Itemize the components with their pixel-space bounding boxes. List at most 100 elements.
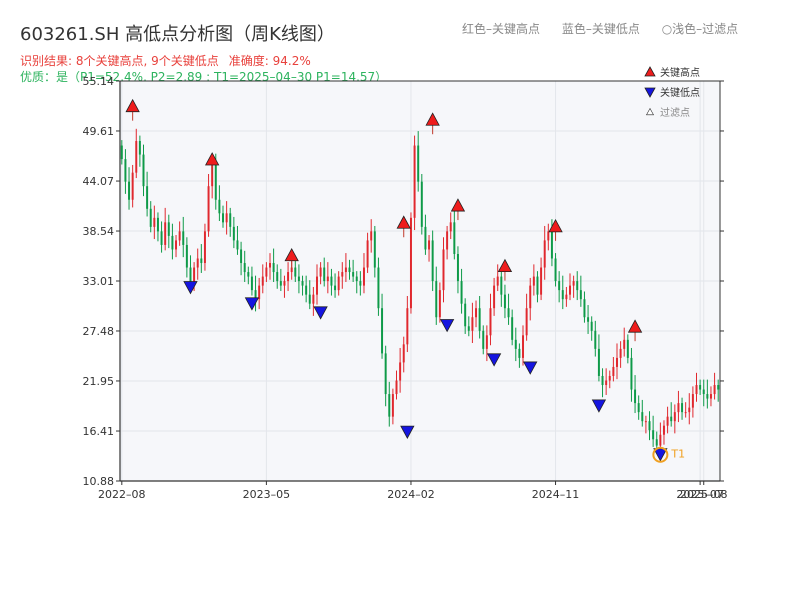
candle-body [193,267,196,286]
candle-body [558,281,561,291]
candle-body [149,208,152,227]
candle-body [142,154,145,187]
candle-body [250,276,253,291]
x-tick-label: 2024–02 [387,488,435,501]
candle-body [608,375,611,381]
legend-key-low-label: 关键低点 [660,86,700,99]
candle-body [287,272,290,282]
candle-body [438,290,441,318]
candle-body [652,430,655,440]
candle-body [200,258,203,264]
candle-body [417,145,420,182]
candle-body [496,276,499,286]
candle-body [626,339,629,358]
key-low-marker [486,353,502,367]
candle-body [572,281,575,286]
candle-body [243,263,246,273]
candle-body [301,281,304,286]
candle-body [670,416,673,422]
candle-body [413,145,416,218]
candle-body [453,222,456,254]
legend-key-filtered-label: 过滤点 [660,106,690,119]
candle-body [511,317,514,340]
candle-body [699,385,702,390]
key-high-marker [396,215,411,229]
legend-text-filtered: ○浅色–过滤点 [661,22,739,36]
candle-body [276,272,279,282]
y-tick-label: 55.14 [83,75,115,88]
candle-body [576,281,579,291]
candle-body [171,235,174,250]
candle-body [167,222,170,236]
y-tick-label: 21.95 [83,375,115,388]
candle-body [290,267,293,273]
candle-body [315,276,318,295]
candle-body [395,380,398,395]
candle-body [406,308,409,345]
candle-body [460,281,463,304]
candle-body [695,385,698,395]
candle-body [269,263,271,268]
candle-body [377,267,380,309]
y-tick-label: 27.48 [83,325,115,338]
candle-body [240,249,243,264]
x-tick-label: 2022–08 [98,488,146,501]
result-summary: 识别结果: 8个关键高点, 9个关键低点 准确度: 94.2% [20,52,311,69]
candle-body [489,308,492,336]
candle-body [203,231,206,264]
candle-body [370,231,373,241]
candle-body [232,226,235,241]
key-high-marker [125,98,140,113]
y-tick-label: 49.61 [83,125,115,138]
candle-body [283,281,286,286]
candle-body [565,294,568,300]
candle-body [428,240,431,250]
candle-body [706,394,709,399]
candle-body [644,421,647,423]
candle-body [294,267,297,277]
candle-body [478,308,481,331]
candle-body [522,335,525,358]
candle-body [326,276,329,282]
candle-body [435,281,438,318]
accuracy-text: 准确度: 94.2% [228,54,311,68]
candle-body [536,276,539,295]
candle-body [355,276,358,282]
candle-body [547,231,550,241]
key-high-marker [425,112,440,126]
candle-body [420,181,423,227]
candle-body [561,290,564,300]
candle-body [605,380,608,386]
candle-body [540,267,543,295]
candle-body [688,407,691,413]
candle-body [218,199,221,214]
candle-body [138,141,141,155]
legend-key-low-marker [644,87,656,98]
candle-body [579,290,582,300]
y-tick-label: 16.41 [83,425,115,438]
candle-body [532,276,535,286]
candle-body [402,344,405,363]
candle-body [366,240,369,268]
x-tick-label: 2025–07 [676,488,724,501]
candle-body [312,294,315,304]
legend-key-high-marker [644,66,656,77]
candle-body [655,439,658,446]
key-low-marker [183,281,198,295]
key-low-marker [400,425,415,439]
candle-body [503,294,506,309]
candle-body [630,357,633,390]
candle-body [612,366,615,376]
candle-body [196,258,199,268]
candle-body [175,240,178,250]
candle-body [225,213,228,223]
candle-body [456,253,459,282]
y-tick-label: 33.01 [83,275,115,288]
y-tick-label: 44.07 [83,175,115,188]
candle-body [623,339,626,349]
candle-body [673,412,676,422]
candle-body [305,285,308,295]
candle-body [308,294,311,304]
candle-body [348,267,351,273]
candle-body [500,276,503,295]
